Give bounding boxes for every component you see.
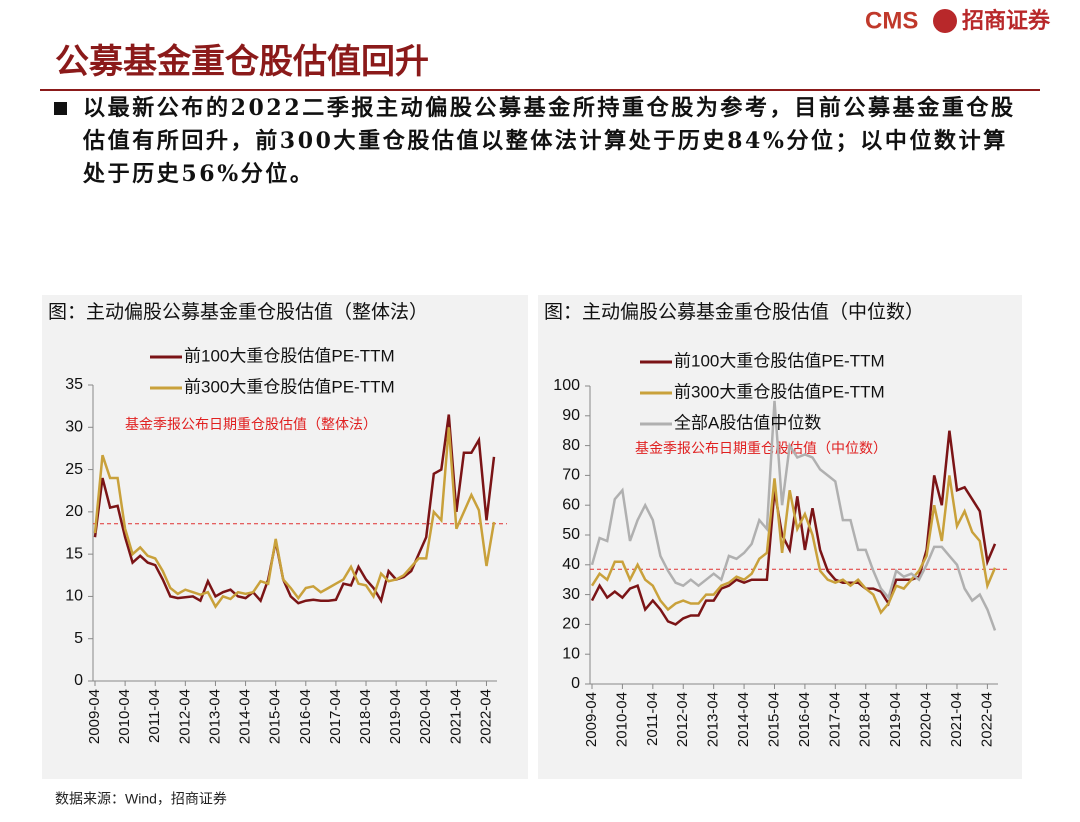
- y-tick-label: 30: [562, 586, 580, 603]
- legend-label: 前100大重仓股估值PE-TTM: [184, 346, 395, 365]
- bullet-mark: [54, 102, 67, 115]
- x-tick-label: 2021-04: [948, 692, 965, 747]
- legend-label: 前300大重仓股估值PE-TTM: [184, 377, 395, 396]
- x-tick-label: 2016-04: [297, 689, 314, 744]
- x-tick-label: 2009-04: [86, 689, 103, 744]
- logo-brand: CMS: [865, 7, 918, 34]
- x-tick-label: 2020-04: [417, 689, 434, 744]
- chart-title: 图：主动偏股公募基金重仓股估值（中位数）: [544, 301, 924, 323]
- x-tick-label: 2022-04: [477, 689, 494, 744]
- chart-panel: [42, 295, 528, 779]
- y-tick-label: 0: [74, 672, 83, 689]
- y-tick-label: 20: [65, 503, 83, 520]
- y-tick-label: 10: [562, 645, 580, 662]
- x-tick-label: 2011-04: [146, 689, 163, 743]
- y-tick-label: 90: [562, 407, 580, 424]
- x-tick-label: 2016-04: [796, 692, 813, 747]
- y-tick-label: 80: [562, 437, 580, 454]
- y-tick-label: 5: [74, 630, 83, 647]
- x-tick-label: 2015-04: [765, 692, 782, 747]
- x-tick-label: 2017-04: [826, 692, 843, 747]
- y-tick-label: 15: [65, 545, 83, 562]
- y-tick-label: 40: [562, 556, 580, 573]
- x-tick-label: 2010-04: [613, 692, 630, 747]
- series-line: [590, 475, 997, 615]
- slide-title: 公募基金重仓股估值回升: [55, 42, 429, 82]
- x-tick-label: 2014-04: [237, 689, 254, 744]
- y-tick-label: 100: [553, 377, 580, 394]
- x-tick-label: 2021-04: [447, 689, 464, 744]
- x-tick-label: 2018-04: [857, 692, 874, 747]
- legend-label: 全部A股估值中位数: [674, 413, 821, 432]
- series-line: [590, 430, 997, 626]
- legend-label: 前100大重仓股估值PE-TTM: [674, 351, 885, 370]
- x-tick-label: 2015-04: [267, 689, 284, 744]
- x-tick-label: 2012-04: [176, 689, 193, 744]
- x-tick-label: 2018-04: [357, 689, 374, 744]
- annotation: 基金季报公布日期重仓股估值（整体法）: [125, 416, 377, 433]
- y-tick-label: 25: [65, 461, 83, 478]
- source: 数据来源：Wind，招商证券: [55, 791, 227, 807]
- x-tick-label: 2017-04: [327, 689, 344, 744]
- x-tick-label: 2011-04: [644, 692, 661, 746]
- bullet-text: 以最新公布的2022二季报主动偏股公募基金所持重仓股为参考，目前公募基金重仓股估…: [83, 95, 1016, 187]
- legend-label: 前300大重仓股估值PE-TTM: [674, 382, 885, 401]
- x-tick-label: 2022-04: [978, 692, 995, 747]
- y-tick-label: 0: [571, 675, 580, 692]
- x-tick-label: 2013-04: [206, 689, 223, 744]
- y-tick-label: 35: [65, 376, 83, 393]
- y-tick-label: 50: [562, 526, 580, 543]
- annotation: 基金季报公布日期重仓股估值（中位数）: [635, 440, 887, 457]
- y-tick-label: 60: [562, 496, 580, 513]
- x-tick-label: 2019-04: [887, 692, 904, 747]
- chart-title: 图：主动偏股公募基金重仓股估值（整体法）: [48, 301, 428, 323]
- x-tick-label: 2014-04: [735, 692, 752, 747]
- logo-icon: [933, 9, 957, 33]
- x-tick-label: 2020-04: [918, 692, 935, 747]
- x-tick-label: 2012-04: [674, 692, 691, 747]
- y-tick-label: 10: [65, 588, 83, 605]
- x-tick-label: 2009-04: [583, 692, 600, 747]
- series-line: [93, 427, 496, 609]
- x-tick-label: 2013-04: [705, 692, 722, 747]
- series-line: [93, 414, 496, 605]
- x-tick-label: 2010-04: [116, 689, 133, 744]
- logo-name: 招商证券: [962, 8, 1051, 34]
- y-tick-label: 20: [562, 616, 580, 633]
- series-line: [590, 400, 997, 631]
- y-tick-label: 70: [562, 467, 580, 484]
- x-tick-label: 2019-04: [387, 689, 404, 744]
- y-tick-label: 30: [65, 419, 83, 436]
